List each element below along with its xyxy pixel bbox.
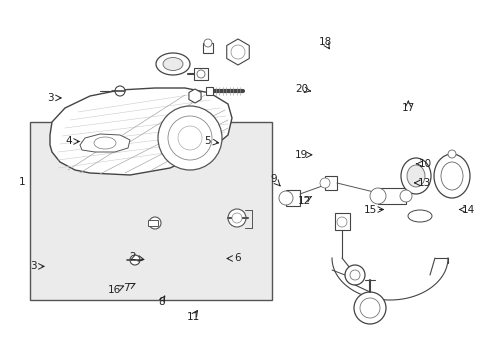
Bar [30,122,271,300]
Polygon shape [188,89,201,103]
Text: 11: 11 [186,312,200,322]
Bar [285,190,299,206]
Text: 19: 19 [294,150,308,160]
Circle shape [115,86,125,96]
Text: 3: 3 [30,261,37,271]
Text: 3: 3 [47,93,54,103]
Text: 17: 17 [401,103,414,113]
Bar [334,213,349,230]
Text: 13: 13 [417,178,430,188]
Circle shape [230,45,244,59]
Ellipse shape [433,154,469,198]
Polygon shape [50,88,231,175]
Polygon shape [80,134,130,152]
Circle shape [319,178,329,188]
Ellipse shape [400,158,430,194]
Bar [205,87,213,95]
Text: 6: 6 [233,253,240,264]
Bar [194,68,207,80]
Text: 4: 4 [65,136,72,147]
Text: 16: 16 [108,285,122,295]
Bar [325,176,336,190]
Circle shape [359,298,379,318]
Bar [203,43,213,53]
Ellipse shape [406,165,424,187]
Circle shape [130,255,140,265]
Circle shape [447,150,455,158]
Circle shape [158,106,222,170]
Circle shape [399,190,411,202]
Circle shape [336,217,346,227]
Text: 8: 8 [158,297,164,307]
Bar [148,220,158,226]
Ellipse shape [163,58,183,71]
Circle shape [345,265,364,285]
Polygon shape [226,39,249,65]
Circle shape [231,213,242,223]
Circle shape [168,116,212,160]
Circle shape [279,191,292,205]
Text: 5: 5 [204,136,211,147]
Circle shape [227,209,245,227]
Text: 10: 10 [418,159,431,169]
Text: 2: 2 [129,252,136,262]
Ellipse shape [440,162,462,190]
Circle shape [353,292,385,324]
Circle shape [203,39,212,47]
Circle shape [369,188,385,204]
Bar [377,188,405,204]
Text: 9: 9 [270,174,277,184]
Circle shape [149,217,161,229]
Text: 20: 20 [295,84,307,94]
Text: 7: 7 [122,283,129,293]
Text: 1: 1 [19,177,25,187]
Circle shape [349,270,359,280]
Circle shape [178,126,202,150]
Text: 18: 18 [318,37,331,48]
Ellipse shape [156,53,190,75]
Text: 14: 14 [461,204,474,215]
Ellipse shape [407,210,431,222]
Circle shape [197,70,204,78]
Text: 15: 15 [363,204,377,215]
Text: 12: 12 [297,196,310,206]
